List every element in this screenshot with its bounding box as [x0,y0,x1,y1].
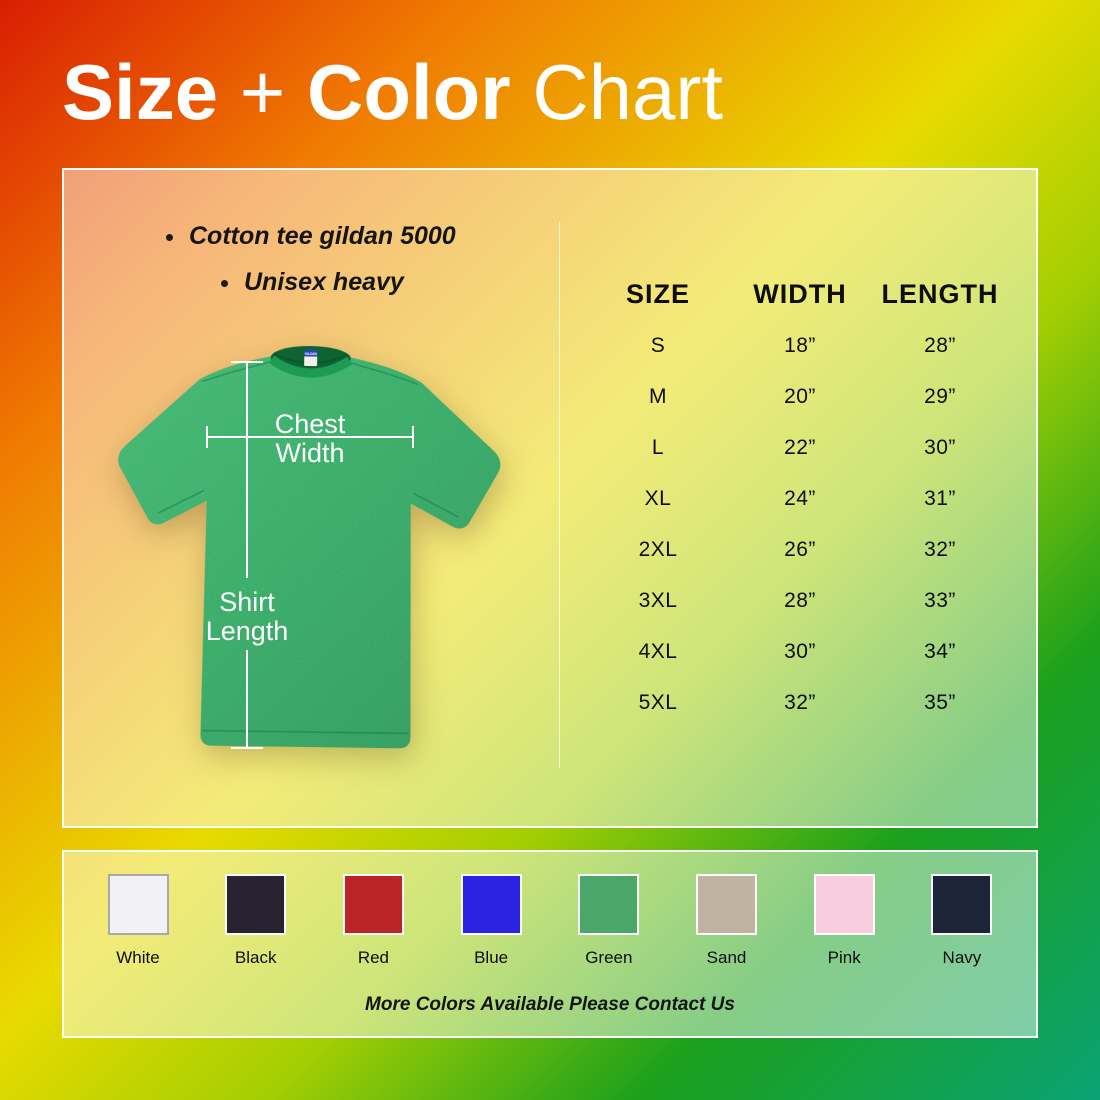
collar-band [269,355,353,378]
table-cell-size: S [650,333,666,357]
bullet-item-cotton: Cotton tee gildan 5000 [166,222,456,251]
shirt-length-line-lower [246,650,248,748]
swatch-cell-red: Red [323,874,423,968]
title-plus: + [239,48,286,136]
table-cell-size: 2XL [638,537,678,561]
table-cell-size: 3XL [638,588,678,612]
table-cell-width: 22” [784,435,816,459]
table-cell-size: L [651,435,665,459]
gildan-label-text: GILDAN [305,352,318,356]
chest-width-tick-right [412,426,414,448]
table-cell-length: 28” [924,333,956,357]
table-column-width: WIDTH 18” 20” 22” 24” 26” 28” 30” 32” [728,268,872,728]
swatch-cell-sand: Sand [677,874,777,968]
table-header-length: LENGTH [881,278,999,309]
swatch-row: White Black Red Blue Green Sand Pink Na [62,874,1038,968]
table-column-length: LENGTH 28” 29” 30” 31” 32” 33” 34” 35” [868,268,1012,728]
swatch-label: Red [357,948,389,967]
table-cell-width: 18” [784,333,816,357]
color-swatch-blue [460,874,522,935]
swatch-label: Pink [827,948,861,967]
bullet-text: Unisex heavy [244,268,404,296]
table-cell-width: 30” [784,639,816,663]
shirt-length-tick-bottom [231,747,263,749]
chest-width-line [207,436,414,438]
swatch-cell-navy: Navy [912,874,1012,968]
table-cell-width: 20” [784,384,816,408]
table-cell-length: 30” [924,435,956,459]
gildan-neck-label: GILDAN [304,349,318,367]
length-label-line2: Length [205,616,289,646]
bullet-dot [166,234,173,241]
color-swatch-sand [696,874,758,935]
swatch-label: Black [234,948,277,967]
bullet-text: Cotton tee gildan 5000 [189,222,456,250]
chest-label-line1: Chest [274,409,346,439]
table-cell-size: 4XL [638,639,678,663]
color-swatch-pink [813,874,875,935]
table-cell-width: 28” [784,588,816,612]
bullet-dot [221,280,228,287]
table-cell-width: 24” [784,486,816,510]
swatch-label: White [116,948,160,967]
table-cell-width: 26” [784,537,816,561]
color-swatch-green [578,874,640,935]
color-swatch-navy [931,874,993,935]
table-cell-width: 32” [784,690,816,714]
table-cell-length: 35” [924,690,956,714]
more-colors-note: More Colors Available Please Contact Us [365,994,735,1015]
color-swatch-white [107,874,169,935]
swatch-label: Green [585,948,633,967]
swatch-label: Blue [474,948,509,967]
swatch-label: Navy [942,948,982,967]
swatch-label: Sand [706,948,747,967]
table-header-size: SIZE [625,278,690,309]
color-swatch-red [342,874,404,935]
table-cell-size: M [649,384,667,408]
shirt-length-label: Shirt Length [167,588,327,646]
shirt-length-line-upper [246,362,248,578]
table-cell-length: 33” [924,588,956,612]
panel-divider [559,222,560,768]
table-header-width: WIDTH [753,278,847,309]
table-cell-length: 31” [924,486,956,510]
swatch-cell-black: Black [206,874,306,968]
swatch-cell-blue: Blue [441,874,541,968]
table-column-size: SIZE S M L XL 2XL 3XL 4XL 5XL [598,268,718,728]
swatch-cell-white: White [88,874,188,968]
length-label-line1: Shirt [219,587,275,617]
heather-texture [118,356,501,749]
table-cell-length: 34” [924,639,956,663]
swatch-cell-green: Green [559,874,659,968]
tshirt-image: GILDAN [105,340,511,766]
table-cell-size: 5XL [638,690,678,714]
title-chart: Chart [532,48,724,136]
table-cell-length: 29” [924,384,956,408]
title-word-size: Size [62,48,219,136]
title-color: Color [306,48,511,136]
color-chart-panel [62,850,1038,1038]
tshirt-svg: GILDAN [118,346,501,749]
table-cell-size: XL [644,486,672,510]
chest-width-tick-left [206,426,208,448]
table-cell-length: 32” [924,537,956,561]
chest-width-label: Chest Width [230,410,390,468]
seam-lines [158,360,459,735]
chest-label-line2: Width [275,438,345,468]
page-title: Size + Color Chart [62,51,723,134]
swatch-cell-pink: Pink [794,874,894,968]
color-swatch-black [225,874,287,935]
bullet-item-unisex: Unisex heavy [221,268,404,297]
